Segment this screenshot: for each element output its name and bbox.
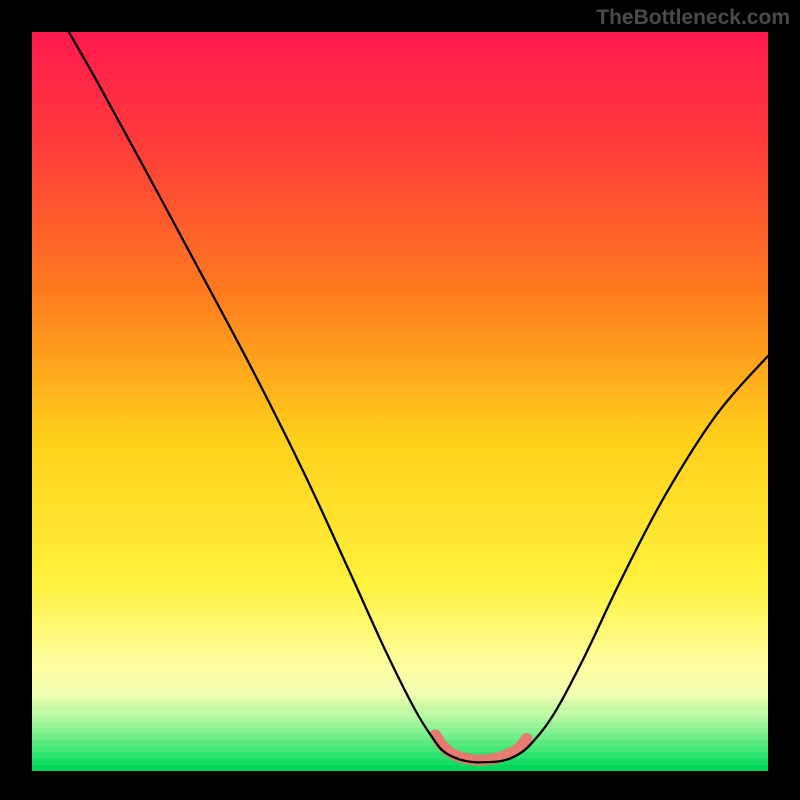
- watermark-text: TheBottleneck.com: [596, 6, 790, 30]
- chart-plot-area: [32, 32, 768, 768]
- chart-curve-layer: [32, 32, 768, 768]
- main-curve-path: [69, 32, 768, 762]
